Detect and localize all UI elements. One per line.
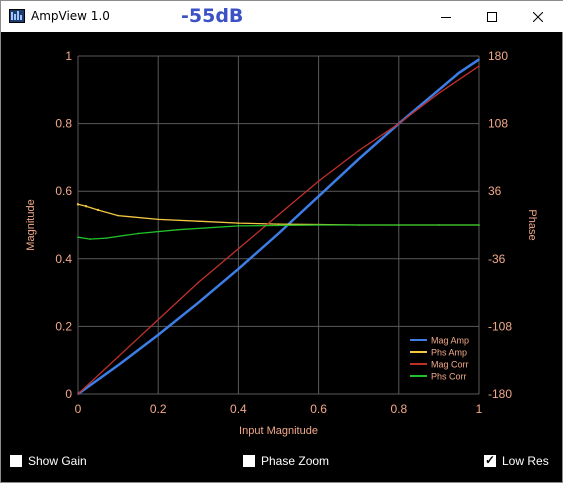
data-point-phs-amp	[117, 214, 119, 217]
bottom-controls: Show Gain Phase Zoom ✓ Low Res	[1, 451, 564, 473]
x-tick-label: 0.6	[310, 402, 327, 416]
data-point-mag-corr	[157, 318, 159, 321]
y-axis-label: Magnitude	[25, 199, 37, 250]
db-readout: -55dB	[181, 5, 244, 27]
data-point-mag-corr	[117, 356, 119, 358]
data-point-mag-corr	[398, 122, 400, 125]
data-point-mag-corr	[478, 65, 480, 67]
data-point-phs-corr	[237, 225, 240, 227]
y-tick-label: 0.6	[55, 184, 72, 198]
phase-zoom-box[interactable]	[243, 455, 255, 467]
data-point-mag-amp	[478, 58, 480, 61]
data-point-phs-corr	[317, 224, 320, 226]
y-tick-label: 0.2	[55, 319, 72, 333]
x-tick-label: 0.2	[150, 402, 167, 416]
x-tick-label: 0.4	[230, 402, 247, 416]
data-point-mag-amp	[277, 232, 280, 235]
window-title: AmpView 1.0	[31, 9, 110, 23]
data-point-mag-corr	[317, 180, 320, 182]
data-point-mag-corr	[237, 247, 240, 250]
y2-axis-label: Phase	[526, 209, 538, 240]
data-point-mag-amp	[357, 158, 360, 160]
data-point-phs-corr	[398, 224, 400, 226]
data-point-phs-corr	[478, 224, 480, 226]
data-point-mag-amp	[197, 301, 200, 304]
data-point-mag-corr	[277, 214, 280, 216]
legend-label-phs-corr: Phs Corr	[431, 372, 467, 382]
low-res-checkbox[interactable]: ✓ Low Res	[484, 453, 549, 468]
check-icon: ✓	[485, 453, 496, 467]
data-point-phs-amp	[96, 208, 100, 212]
data-point-phs-corr	[77, 236, 79, 239]
low-res-box[interactable]: ✓	[484, 453, 496, 467]
data-point-mag-amp	[237, 268, 240, 270]
legend-label-mag-amp: Mag Amp	[431, 336, 469, 346]
y2-tick-label: -36	[488, 252, 506, 266]
legend-label-mag-corr: Mag Corr	[431, 360, 469, 370]
y2-tick-label: 180	[488, 49, 508, 63]
data-point-phs-amp	[84, 205, 88, 208]
minimize-icon	[441, 16, 451, 18]
y2-tick-label: -108	[488, 319, 512, 333]
title-bar[interactable]: AmpView 1.0 -55dB	[1, 1, 564, 32]
x-tick-label: 0.8	[390, 402, 407, 416]
data-point-phs-amp	[76, 203, 80, 206]
legend-label-phs-amp: Phs Amp	[431, 348, 467, 358]
data-point-mag-amp	[458, 72, 460, 74]
data-point-mag-corr	[438, 92, 440, 94]
data-point-phs-amp	[277, 223, 280, 225]
data-point-mag-amp	[438, 89, 440, 91]
data-point-phs-amp	[197, 220, 200, 223]
data-point-mag-corr	[77, 393, 79, 395]
series-line-mag-amp	[77, 58, 480, 396]
data-point-mag-amp	[157, 334, 159, 336]
data-point-mag-corr	[197, 281, 200, 284]
data-point-mag-amp	[317, 195, 320, 198]
data-point-phs-corr	[89, 238, 91, 240]
y2-tick-label: 36	[488, 184, 502, 198]
x-tick-label: 0	[75, 402, 82, 416]
y-tick-label: 1	[65, 49, 72, 63]
y-tick-label: 0.4	[55, 252, 72, 266]
close-button[interactable]	[515, 1, 561, 32]
x-tick-label: 1	[476, 402, 483, 416]
app-icon	[9, 9, 25, 23]
data-point-phs-corr	[105, 237, 107, 239]
amplitude-phase-chart: 0 0.2 0.4 0.6 0.8 1 0 0.2 0.4 0.6 0.8 1 -180 -108 -36 3…	[25, 49, 538, 437]
show-gain-box[interactable]	[10, 455, 22, 467]
minimize-button[interactable]	[423, 1, 469, 32]
phase-zoom-checkbox[interactable]: Phase Zoom	[243, 454, 329, 468]
maximize-icon	[487, 11, 497, 22]
low-res-label: Low Res	[502, 454, 549, 468]
data-point-phs-amp	[237, 222, 240, 224]
data-point-phs-corr	[137, 232, 139, 235]
show-gain-label: Show Gain	[28, 454, 87, 468]
y-tick-label: 0.8	[55, 117, 72, 131]
y2-tick-label: 108	[488, 117, 508, 131]
data-point-phs-amp	[157, 218, 159, 221]
y2-tick-label: -180	[488, 387, 512, 401]
maximize-button[interactable]	[469, 1, 515, 32]
show-gain-checkbox[interactable]: Show Gain	[10, 454, 87, 468]
phase-zoom-label: Phase Zoom	[261, 454, 330, 468]
data-point-phs-corr	[177, 228, 180, 231]
series-line-mag-corr	[77, 65, 480, 395]
x-axis-label: Input Magnitude	[239, 425, 318, 437]
data-point-mag-corr	[357, 149, 360, 152]
data-point-mag-amp	[117, 364, 119, 367]
y-tick-label: 0	[65, 387, 72, 401]
close-icon	[533, 11, 543, 22]
